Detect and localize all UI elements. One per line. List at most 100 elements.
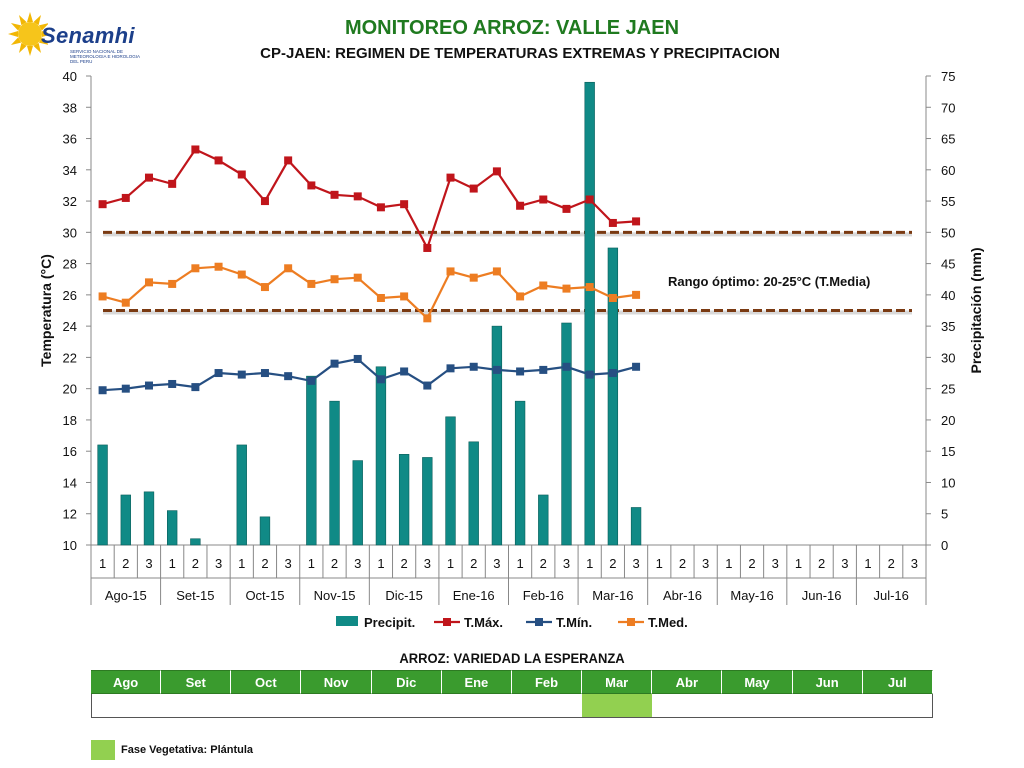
series-marker-tmed xyxy=(307,279,316,288)
legend-swatch-marker xyxy=(627,618,635,626)
series-marker-tmx xyxy=(516,201,525,210)
x-tick-label: 1 xyxy=(725,556,732,571)
series-marker-tmed xyxy=(376,293,385,302)
y2-axis-title: Precipitación (mm) xyxy=(968,247,984,373)
legend-item: T.Mín. xyxy=(526,615,592,630)
x-tick-label: 3 xyxy=(424,556,431,571)
climate-chart: 1012141618202224262830323436384005101520… xyxy=(38,69,984,630)
crop-calendar-month: Jun xyxy=(792,670,863,694)
x-tick-label: 2 xyxy=(888,556,895,571)
precip-bar xyxy=(120,494,131,546)
precip-bar xyxy=(97,444,108,546)
y-tick-label: 36 xyxy=(63,132,77,147)
y-tick-label: 30 xyxy=(63,225,77,240)
crop-calendar-title: ARROZ: VARIEDAD LA ESPERANZA xyxy=(399,650,625,667)
x-tick-label: 1 xyxy=(795,556,802,571)
x-tick-label: 3 xyxy=(285,556,292,571)
series-marker-tmed xyxy=(539,281,548,290)
series-marker-tmn xyxy=(516,367,525,376)
x-tick-label: 3 xyxy=(145,556,152,571)
x-tick-label: 1 xyxy=(308,556,315,571)
series-marker-tmed xyxy=(469,273,478,282)
y2-tick-label: 60 xyxy=(941,163,955,178)
series-marker-tmn xyxy=(469,362,478,371)
series-marker-tmn xyxy=(423,381,432,390)
series-marker-tmn xyxy=(260,369,269,378)
x-tick-label: 1 xyxy=(238,556,245,571)
x-tick-label: 2 xyxy=(609,556,616,571)
y-tick-label: 32 xyxy=(63,194,77,209)
y-tick-label: 10 xyxy=(63,538,77,553)
series-marker-tmx xyxy=(237,170,246,179)
crop-calendar: Ago Set Oct Nov Dic Ene Feb Mar Abr May Jun Jul xyxy=(91,670,933,718)
y2-tick-label: 30 xyxy=(941,350,955,365)
series-marker-tmx xyxy=(144,173,153,182)
x-tick-label: 3 xyxy=(354,556,361,571)
y2-tick-label: 25 xyxy=(941,382,955,397)
series-marker-tmn xyxy=(562,362,571,371)
series-marker-tmn xyxy=(446,364,455,373)
crop-calendar-month: Oct xyxy=(231,670,302,694)
phase-legend-swatch xyxy=(91,740,115,760)
phase-legend-label: Fase Vegetativa: Plántula xyxy=(121,744,254,756)
precip-bar xyxy=(561,322,572,546)
y-tick-label: 12 xyxy=(63,507,77,522)
x-month-label: Oct-15 xyxy=(245,588,284,603)
legend-item: T.Med. xyxy=(618,615,688,630)
series-marker-tmed xyxy=(423,314,432,323)
series-marker-tmx xyxy=(260,197,269,206)
x-month-label: Jun-16 xyxy=(802,588,842,603)
precip-bar xyxy=(491,325,503,546)
y2-tick-label: 35 xyxy=(941,319,955,334)
y2-tick-label: 75 xyxy=(941,69,955,84)
series-marker-tmn xyxy=(237,370,246,379)
series-marker-tmn xyxy=(98,386,107,395)
precip-bar xyxy=(306,375,317,546)
series-marker-tmed xyxy=(400,292,409,301)
series-marker-tmx xyxy=(423,243,432,252)
y-tick-label: 28 xyxy=(63,257,77,272)
precip-bar xyxy=(190,538,201,546)
sun-icon xyxy=(8,12,52,56)
y2-tick-label: 70 xyxy=(941,100,955,115)
series-marker-tmed xyxy=(516,292,525,301)
legend-swatch-marker xyxy=(443,618,451,626)
precip-bar xyxy=(584,81,595,546)
x-tick-label: 1 xyxy=(447,556,454,571)
series-marker-tmx xyxy=(191,145,200,154)
y2-tick-label: 45 xyxy=(941,257,955,272)
crop-calendar-cell xyxy=(722,694,793,718)
logo-wordmark: Senamhi xyxy=(41,23,135,48)
series-marker-tmed xyxy=(144,278,153,287)
x-month-label: Ago-15 xyxy=(105,588,147,603)
x-tick-label: 2 xyxy=(818,556,825,571)
crop-calendar-cell xyxy=(652,694,723,718)
series-marker-tmed xyxy=(608,293,617,302)
series-marker-tmed xyxy=(191,264,200,273)
precip-bar xyxy=(422,457,433,546)
series-marker-tmx xyxy=(121,193,130,202)
x-tick-label: 3 xyxy=(772,556,779,571)
x-tick-label: 1 xyxy=(656,556,663,571)
series-marker-tmn xyxy=(539,365,548,374)
series-marker-tmed xyxy=(330,275,339,284)
series-marker-tmx xyxy=(469,184,478,193)
series-marker-tmn xyxy=(585,370,594,379)
x-month-label: May-16 xyxy=(730,588,773,603)
series-marker-tmx xyxy=(446,173,455,182)
precip-bar xyxy=(236,444,247,546)
y2-tick-label: 50 xyxy=(941,225,955,240)
crop-calendar-cell xyxy=(792,694,863,718)
crop-calendar-cell xyxy=(231,694,302,718)
x-tick-label: 2 xyxy=(748,556,755,571)
series-marker-tmx xyxy=(585,195,594,204)
crop-calendar-month: Mar xyxy=(582,670,653,694)
page-title: MONITOREO ARROZ: VALLE JAEN xyxy=(344,17,680,39)
series-line-tmn xyxy=(102,357,637,392)
x-tick-label: 2 xyxy=(261,556,268,571)
x-tick-label: 3 xyxy=(911,556,918,571)
series-marker-tmed xyxy=(585,283,594,292)
precip-bar xyxy=(398,454,410,546)
x-tick-label: 3 xyxy=(563,556,570,571)
crop-calendar-month: Set xyxy=(161,670,232,694)
